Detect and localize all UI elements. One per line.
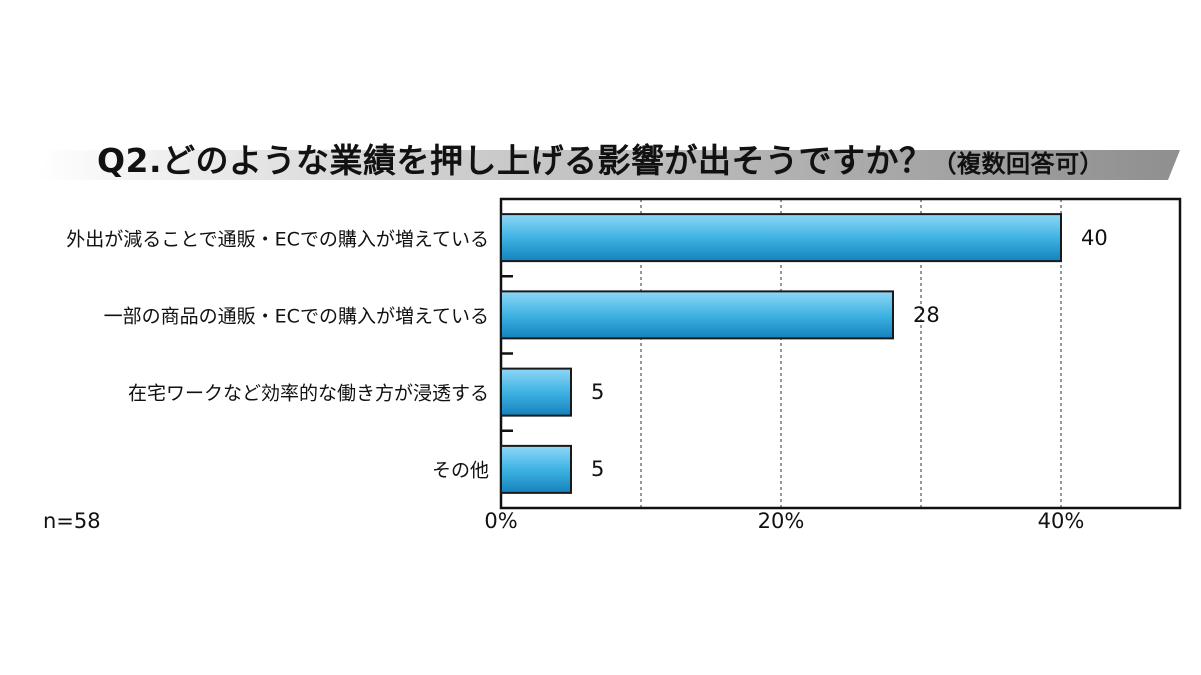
x-tick-label: 0%: [484, 509, 518, 533]
data-label: 5: [591, 457, 605, 482]
bar: [500, 367, 572, 417]
data-label: 40: [1081, 225, 1108, 250]
x-tick-label: 20%: [757, 509, 805, 533]
data-label: 28: [913, 302, 940, 327]
sample-size-note: n=58: [43, 509, 101, 533]
bar: [500, 444, 572, 494]
chart-subtitle: （複数回答可）: [932, 150, 1105, 178]
data-label: 5: [591, 380, 605, 405]
x-tick-label: 40%: [1037, 509, 1085, 533]
category-label: その他: [431, 459, 489, 482]
category-label: 外出が減ることで通販・ECでの購入が増えている: [66, 228, 489, 251]
bar: [500, 290, 894, 340]
category-label: 在宅ワークなど効率的な働き方が浸透する: [127, 382, 489, 405]
category-label: 一部の商品の通販・ECでの購入が増えている: [103, 305, 489, 328]
plot-area: [499, 197, 1182, 510]
chart-title: Q2.どのような業績を押し上げる影響が出そうですか？（複数回答可）: [0, 134, 1201, 182]
chart-title-main: Q2.どのような業績を押し上げる影響が出そうですか？: [96, 141, 933, 180]
title-band: [36, 150, 1180, 180]
bar: [500, 213, 1062, 263]
